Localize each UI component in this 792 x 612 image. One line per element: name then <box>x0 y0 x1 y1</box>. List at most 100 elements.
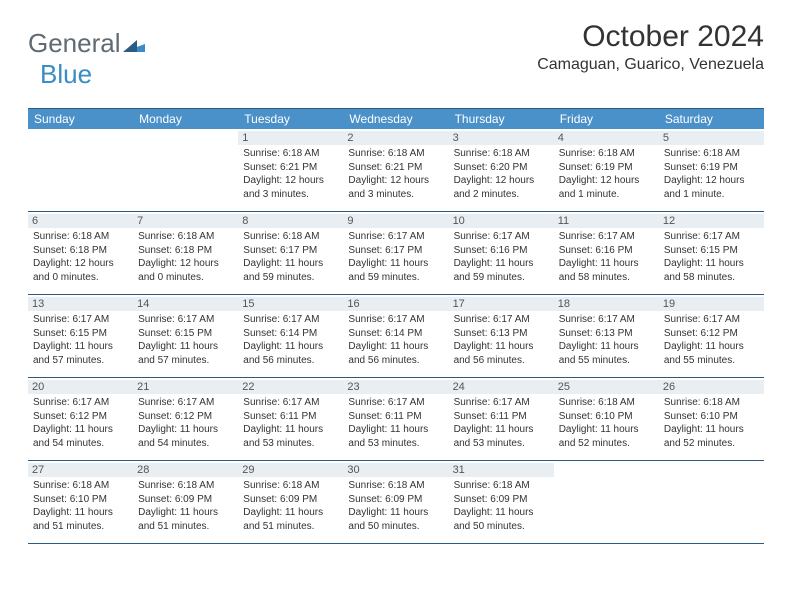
daylight: Daylight: 12 hours and 0 minutes. <box>138 257 233 284</box>
sunset: Sunset: 6:09 PM <box>243 493 338 507</box>
day-number: 28 <box>133 463 238 477</box>
logo-word2: Blue <box>40 59 92 89</box>
sunrise: Sunrise: 6:17 AM <box>559 313 654 327</box>
sunrise: Sunrise: 6:17 AM <box>243 313 338 327</box>
day-cell: 2Sunrise: 6:18 AMSunset: 6:21 PMDaylight… <box>343 129 448 211</box>
daylight: Daylight: 12 hours and 1 minute. <box>559 174 654 201</box>
day-cell <box>659 461 764 543</box>
daylight: Daylight: 11 hours and 53 minutes. <box>454 423 549 450</box>
day-info: Sunrise: 6:18 AMSunset: 6:09 PMDaylight:… <box>348 479 443 533</box>
day-cell <box>133 129 238 211</box>
sunrise: Sunrise: 6:18 AM <box>243 147 338 161</box>
week-row: 6Sunrise: 6:18 AMSunset: 6:18 PMDaylight… <box>28 212 764 295</box>
sunset: Sunset: 6:13 PM <box>559 327 654 341</box>
day-info: Sunrise: 6:18 AMSunset: 6:10 PMDaylight:… <box>559 396 654 450</box>
day-info: Sunrise: 6:18 AMSunset: 6:09 PMDaylight:… <box>138 479 233 533</box>
day-info: Sunrise: 6:17 AMSunset: 6:11 PMDaylight:… <box>454 396 549 450</box>
daylight: Daylight: 11 hours and 59 minutes. <box>348 257 443 284</box>
week-row: 13Sunrise: 6:17 AMSunset: 6:15 PMDayligh… <box>28 295 764 378</box>
location: Camaguan, Guarico, Venezuela <box>537 56 764 74</box>
sunrise: Sunrise: 6:17 AM <box>33 313 128 327</box>
header: General Blue October 2024 Camaguan, Guar… <box>28 20 764 90</box>
day-cell: 1Sunrise: 6:18 AMSunset: 6:21 PMDaylight… <box>238 129 343 211</box>
day-cell <box>28 129 133 211</box>
day-info: Sunrise: 6:17 AMSunset: 6:15 PMDaylight:… <box>138 313 233 367</box>
header-right: October 2024 Camaguan, Guarico, Venezuel… <box>537 20 764 74</box>
day-info: Sunrise: 6:17 AMSunset: 6:12 PMDaylight:… <box>664 313 759 367</box>
sunrise: Sunrise: 6:18 AM <box>348 479 443 493</box>
sunrise: Sunrise: 6:17 AM <box>454 396 549 410</box>
daylight: Daylight: 11 hours and 56 minutes. <box>243 340 338 367</box>
day-info: Sunrise: 6:18 AMSunset: 6:17 PMDaylight:… <box>243 230 338 284</box>
day-number: 23 <box>343 380 448 394</box>
sunset: Sunset: 6:09 PM <box>138 493 233 507</box>
day-cell: 15Sunrise: 6:17 AMSunset: 6:14 PMDayligh… <box>238 295 343 377</box>
sunset: Sunset: 6:16 PM <box>559 244 654 258</box>
sunset: Sunset: 6:10 PM <box>33 493 128 507</box>
sunset: Sunset: 6:09 PM <box>454 493 549 507</box>
daylight: Daylight: 11 hours and 50 minutes. <box>454 506 549 533</box>
daylight: Daylight: 12 hours and 2 minutes. <box>454 174 549 201</box>
day-cell: 10Sunrise: 6:17 AMSunset: 6:16 PMDayligh… <box>449 212 554 294</box>
sunset: Sunset: 6:14 PM <box>348 327 443 341</box>
logo-word1: General <box>28 28 121 58</box>
sunrise: Sunrise: 6:18 AM <box>33 479 128 493</box>
sunrise: Sunrise: 6:17 AM <box>243 396 338 410</box>
daylight: Daylight: 11 hours and 59 minutes. <box>243 257 338 284</box>
sunset: Sunset: 6:15 PM <box>33 327 128 341</box>
day-cell: 20Sunrise: 6:17 AMSunset: 6:12 PMDayligh… <box>28 378 133 460</box>
sunset: Sunset: 6:11 PM <box>454 410 549 424</box>
day-cell: 12 Sunrise: 6:17 AMSunset: 6:15 PMDayligh… <box>659 212 764 294</box>
day-info: Sunrise: 6:18 AMSunset: 6:18 PMDaylight:… <box>138 230 233 284</box>
day-number: 15 <box>238 297 343 311</box>
day-cell: 28 Sunrise: 6:18 AMSunset: 6:09 PMDayligh… <box>133 461 238 543</box>
day-number: 22 <box>238 380 343 394</box>
sunset: Sunset: 6:12 PM <box>138 410 233 424</box>
day-info: Sunrise: 6:17 AMSunset: 6:15 PMDaylight:… <box>664 230 759 284</box>
day-info: Sunrise: 6:17 AMSunset: 6:17 PMDaylight:… <box>348 230 443 284</box>
daylight: Daylight: 12 hours and 3 minutes. <box>348 174 443 201</box>
daylight: Daylight: 11 hours and 57 minutes. <box>33 340 128 367</box>
weeks-container: 1Sunrise: 6:18 AMSunset: 6:21 PMDaylight… <box>28 129 764 544</box>
sunrise: Sunrise: 6:18 AM <box>138 230 233 244</box>
sunset: Sunset: 6:12 PM <box>664 327 759 341</box>
day-cell: 19Sunrise: 6:17 AMSunset: 6:12 PMDayligh… <box>659 295 764 377</box>
day-cell: 27Sunrise: 6:18 AMSunset: 6:10 PMDayligh… <box>28 461 133 543</box>
day-hdr-sun: Sunday <box>28 109 133 129</box>
daylight: Daylight: 11 hours and 50 minutes. <box>348 506 443 533</box>
day-info: Sunrise: 6:17 AMSunset: 6:11 PMDaylight:… <box>348 396 443 450</box>
daylight: Daylight: 11 hours and 55 minutes. <box>559 340 654 367</box>
day-hdr-tue: Tuesday <box>238 109 343 129</box>
day-info: Sunrise: 6:18 AMSunset: 6:19 PMDaylight:… <box>559 147 654 201</box>
day-number: 30 <box>343 463 448 477</box>
day-number: 7 <box>133 214 238 228</box>
sunrise: Sunrise: 6:17 AM <box>454 313 549 327</box>
day-number: 12 <box>659 214 764 228</box>
sunrise: Sunrise: 6:17 AM <box>348 396 443 410</box>
day-cell: 29Sunrise: 6:18 AMSunset: 6:09 PMDayligh… <box>238 461 343 543</box>
daylight: Daylight: 11 hours and 56 minutes. <box>348 340 443 367</box>
sunrise: Sunrise: 6:17 AM <box>33 396 128 410</box>
sunset: Sunset: 6:17 PM <box>243 244 338 258</box>
day-cell: 7 Sunrise: 6:18 AMSunset: 6:18 PMDaylight… <box>133 212 238 294</box>
page-title: October 2024 <box>537 20 764 54</box>
day-cell: 24Sunrise: 6:17 AMSunset: 6:11 PMDayligh… <box>449 378 554 460</box>
daylight: Daylight: 11 hours and 54 minutes. <box>138 423 233 450</box>
sunrise: Sunrise: 6:18 AM <box>664 147 759 161</box>
day-number: 17 <box>449 297 554 311</box>
daylight: Daylight: 12 hours and 3 minutes. <box>243 174 338 201</box>
sunset: Sunset: 6:17 PM <box>348 244 443 258</box>
day-number: 31 <box>449 463 554 477</box>
sunrise: Sunrise: 6:17 AM <box>664 313 759 327</box>
week-row: 1Sunrise: 6:18 AMSunset: 6:21 PMDaylight… <box>28 129 764 212</box>
day-cell: 16Sunrise: 6:17 AMSunset: 6:14 PMDayligh… <box>343 295 448 377</box>
day-cell: 23 Sunrise: 6:17 AMSunset: 6:11 PMDayligh… <box>343 378 448 460</box>
calendar: Sunday Monday Tuesday Wednesday Thursday… <box>28 108 764 544</box>
day-number: 25 <box>554 380 659 394</box>
day-hdr-mon: Monday <box>133 109 238 129</box>
daylight: Daylight: 12 hours and 1 minute. <box>664 174 759 201</box>
day-hdr-sat: Saturday <box>659 109 764 129</box>
daylight: Daylight: 12 hours and 0 minutes. <box>33 257 128 284</box>
day-info: Sunrise: 6:17 AMSunset: 6:16 PMDaylight:… <box>454 230 549 284</box>
day-cell: 25 Sunrise: 6:18 AMSunset: 6:10 PMDayligh… <box>554 378 659 460</box>
